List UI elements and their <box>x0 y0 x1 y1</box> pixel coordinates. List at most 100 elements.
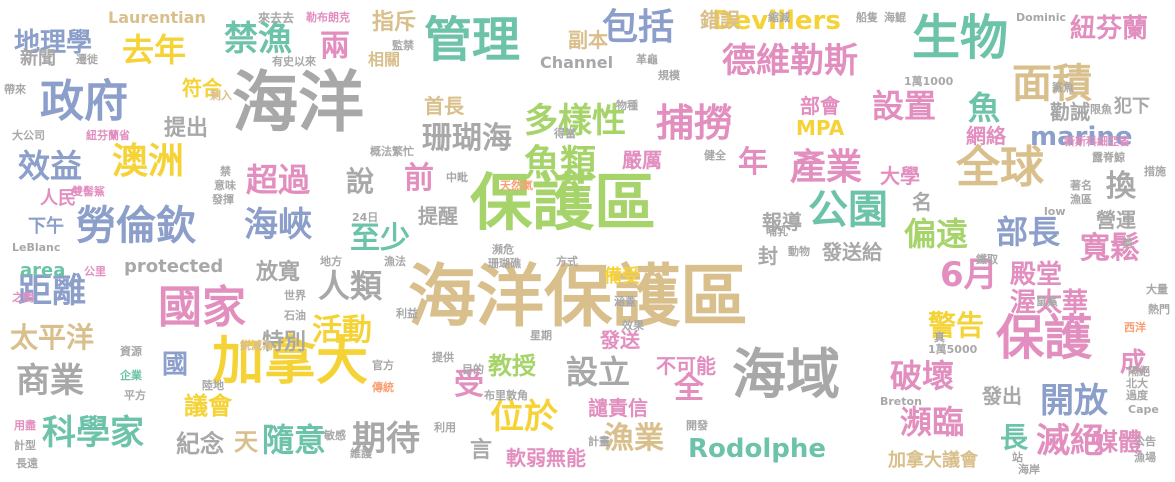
word: 海岸 <box>1018 463 1040 476</box>
word: 部會 <box>800 94 840 118</box>
word: 剩入 <box>210 89 232 102</box>
word: 澳洲 <box>112 141 185 182</box>
word: MPA <box>796 116 845 140</box>
word: 提出 <box>164 116 209 141</box>
word: 國家 <box>158 282 246 333</box>
word: 新聞 <box>20 48 56 69</box>
word: 設置 <box>872 87 937 125</box>
word: 大量 <box>1146 283 1168 296</box>
word: 珊瑚海 <box>422 121 512 156</box>
word: 隔絕 <box>1128 365 1150 378</box>
word: 提醒 <box>418 204 458 228</box>
word: Breton <box>880 395 922 408</box>
word: 勸誡 <box>1050 100 1090 124</box>
word: 珊瑚礁 <box>488 257 521 270</box>
word: 海峽 <box>244 205 312 245</box>
word: 殿堂 <box>1010 260 1063 290</box>
word: 效益 <box>18 147 83 185</box>
word: 公園 <box>808 187 888 233</box>
word: 站 <box>1012 451 1023 464</box>
word: 利益 <box>396 307 418 320</box>
word: 得當 <box>554 127 576 140</box>
word: Channel <box>540 53 614 72</box>
word: 健全 <box>704 149 726 162</box>
word: 西洋 <box>1124 321 1146 334</box>
word: 開發 <box>686 419 708 432</box>
word: 天 <box>234 428 258 456</box>
word: 鐵取 <box>976 253 998 266</box>
word: 設立 <box>566 353 631 391</box>
word: 犯下 <box>1114 96 1150 117</box>
word: 發揮 <box>212 193 234 206</box>
word: 海洋保護區 <box>408 258 749 337</box>
word: Cape <box>1128 403 1159 416</box>
word: 德維勒斯 <box>722 41 858 81</box>
word: 勞倫欽 <box>76 203 196 249</box>
word: 鋭減為 <box>240 339 273 352</box>
word: 備受 <box>604 266 640 287</box>
word: 真 <box>934 331 945 344</box>
word: 位於 <box>490 397 558 437</box>
word: 嚴厲 <box>622 148 662 172</box>
word: 媒體 <box>1094 428 1142 456</box>
word: marine <box>1030 122 1133 152</box>
word: 副本 <box>568 28 608 52</box>
word: 放寬 <box>256 260 301 285</box>
word: 勒布朗克 <box>306 11 350 24</box>
word: 漁場 <box>1134 451 1156 464</box>
word: 發送 <box>600 328 640 352</box>
word: 全 <box>674 371 704 406</box>
word: 前 <box>404 161 434 196</box>
word: 換 <box>1106 169 1136 204</box>
word: 距離 <box>18 271 86 311</box>
word: 成 <box>1120 348 1147 378</box>
word: 方式 <box>556 255 578 268</box>
word: 不可能 <box>656 354 716 378</box>
word: 寬鬆 <box>1080 231 1140 266</box>
word: 規模 <box>658 69 680 82</box>
word: 期待 <box>352 419 420 459</box>
word: 限魚 <box>1090 103 1112 116</box>
word: 有史以來 <box>272 55 316 68</box>
word: 船隻 <box>856 11 878 24</box>
word: 年 <box>738 145 768 180</box>
word: 譴責信 <box>588 396 648 420</box>
word: 軟弱無能 <box>506 446 586 470</box>
word: 鼠鯊 <box>1036 295 1058 308</box>
word: 資源 <box>120 345 142 358</box>
word: 利用 <box>434 421 456 434</box>
word: Laurentian <box>108 8 206 27</box>
word: 國 <box>162 350 189 380</box>
word: 破壞 <box>890 357 955 395</box>
word: 至少 <box>350 221 410 256</box>
word: 面積 <box>1012 61 1092 107</box>
word: 名 <box>912 190 932 214</box>
word: 發送給 <box>822 240 882 264</box>
word: 政府 <box>40 76 128 127</box>
word: 計畫 <box>588 435 610 448</box>
word: 警告 <box>928 309 985 342</box>
word: 產業 <box>790 147 863 188</box>
word: 敏感 <box>324 429 346 442</box>
word: 漁區 <box>1070 193 1092 206</box>
word: 多樣性 <box>524 101 626 141</box>
word: 網絡 <box>966 124 1006 148</box>
word: 革龜 <box>636 53 658 66</box>
word: 陸地 <box>202 379 224 392</box>
word: 企業 <box>120 369 142 382</box>
word: 發出 <box>982 384 1022 408</box>
word: 言 <box>470 438 493 463</box>
word: 新斯科細亞省 <box>1064 135 1130 148</box>
word: 漁業 <box>604 421 664 456</box>
word: 偏遠 <box>904 215 969 253</box>
word: 24日 <box>352 211 379 224</box>
word: 漁法 <box>384 255 406 268</box>
word: 提供 <box>432 351 454 364</box>
word: 活動 <box>312 313 372 348</box>
word: 兩 <box>320 29 350 64</box>
word: Devillers <box>712 6 841 36</box>
word: low <box>1044 205 1066 218</box>
word: 相關 <box>368 50 401 69</box>
word: 魚 <box>968 89 1001 127</box>
word: 來去去 <box>258 11 295 25</box>
